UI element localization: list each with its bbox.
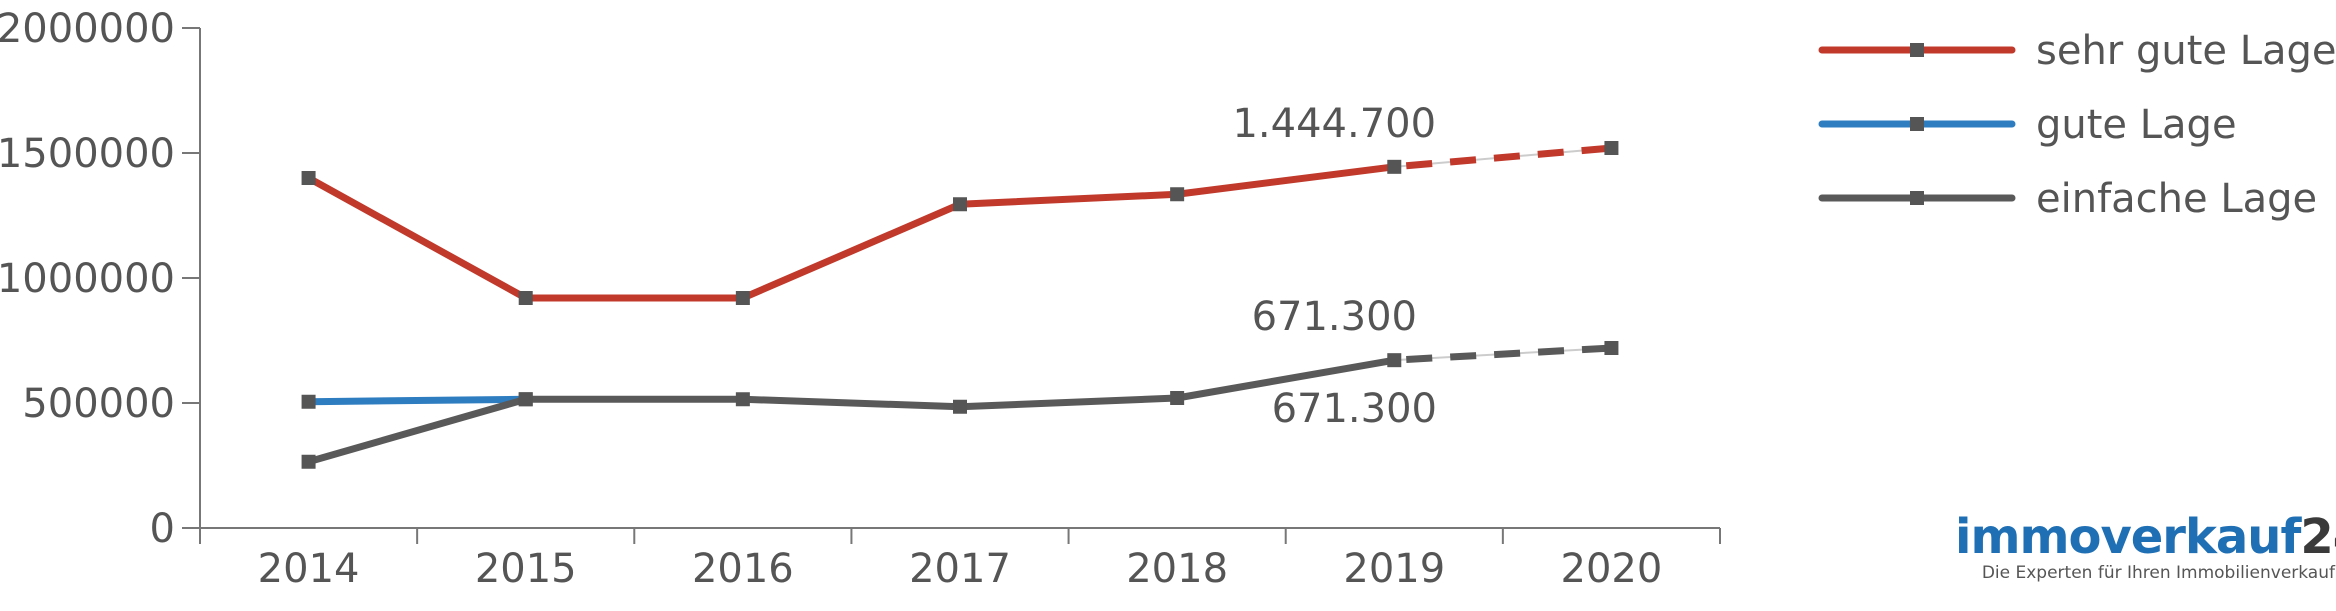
chart-legend: sehr gute Lage gute Lage einfache Lage (1818, 28, 2336, 222)
brand-logo: immoverkauf24 Die Experten für Ihren Imm… (1955, 509, 2336, 584)
x-tick-label: 2015 (475, 546, 577, 592)
logo-name-part2: 24 (2300, 509, 2336, 565)
projection-line (1394, 344, 1612, 364)
data-point-marker (953, 399, 967, 414)
legend-label: einfache Lage (2036, 176, 2317, 222)
series-line (305, 163, 1398, 302)
data-point-marker (518, 291, 533, 305)
logo-wordmark: immoverkauf24 (1955, 509, 2336, 565)
chart-series (301, 141, 1619, 469)
x-tick-label: 2014 (258, 546, 360, 592)
data-point-marker (1387, 353, 1402, 368)
y-tick-label: 2000000 (0, 6, 175, 52)
x-tick-label: 2019 (1343, 546, 1445, 592)
data-label: 671.300 (1252, 294, 1417, 340)
x-tick-label: 2020 (1561, 546, 1663, 592)
data-point-marker (953, 197, 967, 212)
data-point-marker (735, 291, 750, 305)
logo-name-part1: immoverkauf (1955, 509, 2301, 565)
chart-annotations: 1.444.700 671.300 671.300 (1232, 101, 1437, 432)
x-tick-label: 2018 (1126, 546, 1228, 592)
data-point-marker (301, 454, 316, 469)
data-point-marker (735, 392, 750, 407)
series-line (305, 395, 530, 406)
data-point-marker (301, 171, 316, 185)
y-tick-label: 0 (150, 506, 175, 552)
x-tick-label: 2017 (909, 546, 1011, 592)
chart-axes: 0 500000 1000000 1500000 2000000 2014 2015 2016… (0, 6, 1721, 592)
data-point-marker (301, 394, 316, 409)
logo-tagline: Die Experten für Ihren Immobilienverkauf (1981, 563, 2335, 583)
legend-label: sehr gute Lage (2036, 28, 2336, 74)
projection-line (1393, 144, 1612, 171)
data-point-marker (1170, 391, 1185, 405)
data-point-marker (518, 392, 533, 407)
legend-swatch-marker (1910, 43, 1924, 57)
y-tick-label: 1000000 (0, 256, 175, 302)
data-point-marker (1387, 159, 1402, 174)
data-label: 1.444.700 (1232, 101, 1436, 147)
legend-swatch-marker (1910, 117, 1924, 131)
series-line (305, 356, 1398, 466)
legend-swatch-marker (1910, 191, 1924, 205)
data-label: 671.300 (1272, 386, 1437, 432)
data-point-marker (1604, 341, 1619, 355)
legend-label: gute Lage (2036, 102, 2237, 148)
data-point-marker (1170, 187, 1185, 202)
data-point-marker (1604, 141, 1619, 155)
y-tick-label: 500000 (22, 381, 175, 427)
y-tick-label: 1500000 (0, 131, 175, 177)
x-tick-label: 2016 (692, 546, 794, 592)
